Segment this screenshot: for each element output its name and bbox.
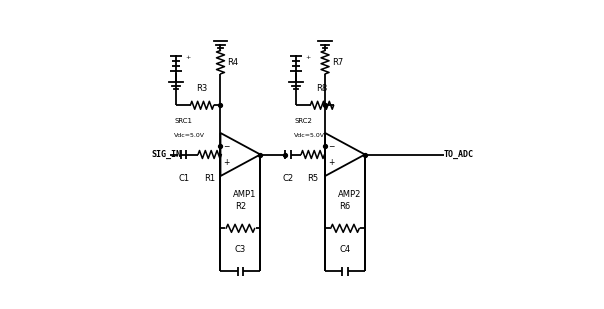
Text: R5: R5 xyxy=(307,175,318,184)
Text: Vdc=5.0V: Vdc=5.0V xyxy=(175,133,205,138)
Text: TO_ADC: TO_ADC xyxy=(444,150,474,159)
Text: R4: R4 xyxy=(227,58,239,67)
Text: +: + xyxy=(223,158,230,167)
Text: AMP2: AMP2 xyxy=(338,190,361,199)
Text: C3: C3 xyxy=(235,245,246,255)
Text: C4: C4 xyxy=(339,245,350,255)
Text: R6: R6 xyxy=(339,202,350,211)
Text: R7: R7 xyxy=(332,58,343,67)
Text: +: + xyxy=(328,158,334,167)
Text: AMP1: AMP1 xyxy=(233,190,257,199)
Text: R1: R1 xyxy=(204,175,215,184)
Text: SIG_IN: SIG_IN xyxy=(151,150,181,159)
Text: SRC2: SRC2 xyxy=(294,118,312,124)
Text: +: + xyxy=(305,55,310,60)
Text: R2: R2 xyxy=(235,202,246,211)
Text: R3: R3 xyxy=(196,84,208,93)
Text: Vdc=5.0V: Vdc=5.0V xyxy=(294,133,326,138)
Text: R8: R8 xyxy=(316,84,327,93)
Text: −: − xyxy=(328,142,334,151)
Text: +: + xyxy=(185,55,190,60)
Text: C2: C2 xyxy=(283,175,294,184)
Text: −: − xyxy=(223,142,230,151)
Text: SRC1: SRC1 xyxy=(175,118,192,124)
Text: C1: C1 xyxy=(178,175,189,184)
